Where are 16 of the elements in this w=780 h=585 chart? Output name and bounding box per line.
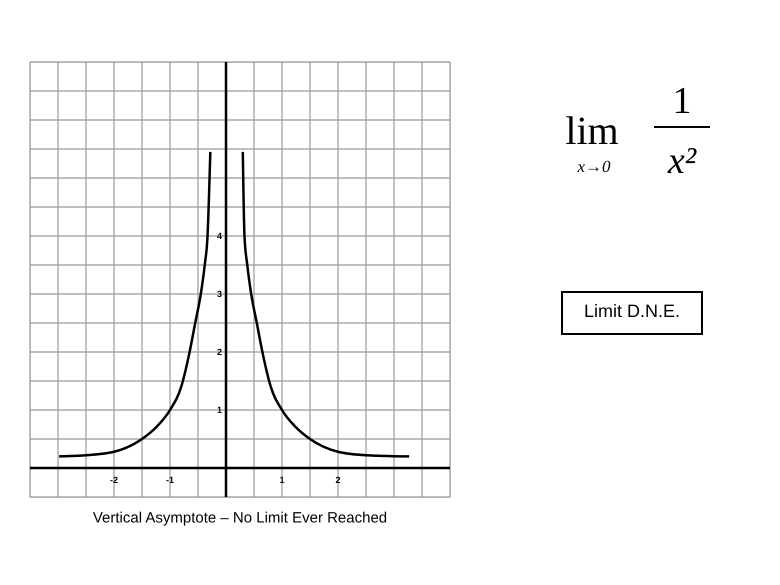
y-tick-label: 1 (216, 405, 222, 415)
y-tick-label: 3 (216, 289, 222, 299)
x-tick-label: 1 (279, 475, 285, 485)
text: lim (565, 108, 619, 153)
text: 1 (672, 80, 692, 122)
text: Limit D.N.E. (584, 301, 680, 321)
line-series (58, 150, 212, 458)
text: x² (666, 140, 697, 182)
x-tick-label: 2 (335, 475, 341, 485)
y-tick-label: 2 (216, 347, 222, 357)
x-tick-label: -2 (110, 475, 118, 485)
y-tick-label: 4 (216, 231, 222, 241)
text: x→0 (576, 157, 612, 176)
text: Vertical Asymptote – No Limit Ever Reached (92, 509, 388, 526)
x-tick-label: -1 (166, 475, 174, 485)
line-series (242, 150, 410, 458)
